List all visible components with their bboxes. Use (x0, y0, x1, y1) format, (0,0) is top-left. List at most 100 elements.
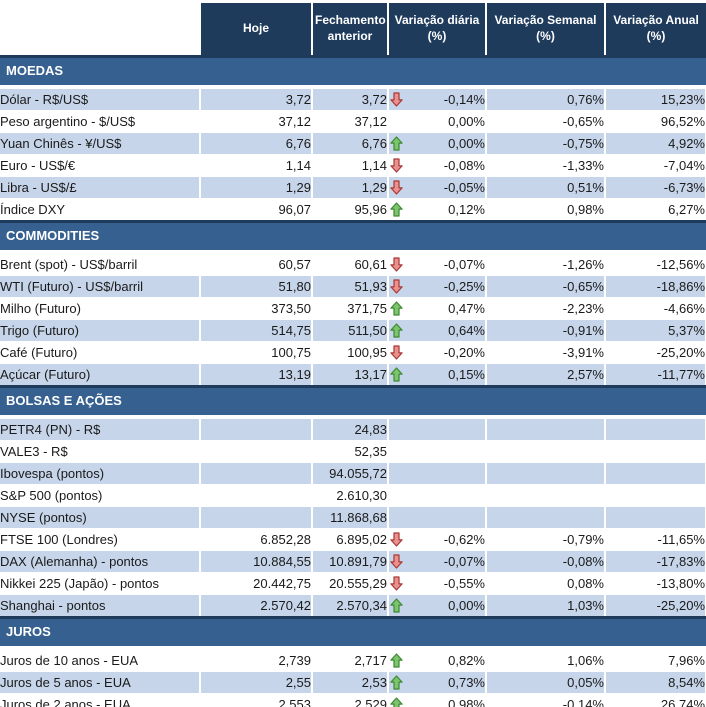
cell-fechamento-anterior: 6.895,02 (312, 528, 389, 551)
cell-variacao-semanal: -0,65% (486, 110, 606, 133)
cell-fechamento-anterior: 100,95 (312, 341, 389, 364)
cell-fechamento-anterior: 1,14 (312, 154, 389, 177)
cell-hoje: 1,29 (200, 176, 313, 199)
up-arrow-icon (390, 136, 403, 154)
cell-fechamento-anterior: 94.055,72 (312, 462, 389, 485)
cell-hoje: 514,75 (200, 319, 313, 342)
row-label: Shanghai - pontos (0, 594, 201, 618)
cell-variacao-diaria: 0,00% (388, 110, 487, 133)
down-arrow-icon (390, 554, 403, 572)
cell-variacao-diaria (388, 462, 487, 485)
cell-variacao-diaria: 0,98% (388, 693, 487, 707)
down-arrow-icon (390, 180, 403, 198)
cell-variacao-anual: 96,52% (605, 110, 706, 133)
table-row: Juros de 5 anos - EUA 2,55 2,53 0,73% 0,05% 8… (0, 671, 706, 694)
row-label: Nikkei 225 (Japão) - pontos (0, 572, 201, 595)
row-label: Brent (spot) - US$/barril (0, 252, 201, 276)
variacao-diaria-value: -0,62% (443, 532, 485, 547)
cell-variacao-anual: -25,20% (605, 341, 706, 364)
variacao-diaria-value: 0,00% (448, 136, 485, 151)
table-row: Nikkei 225 (Japão) - pontos 20.442,75 20.5… (0, 572, 706, 595)
up-arrow-icon (390, 675, 403, 693)
down-arrow-icon (390, 158, 403, 176)
section-row: COMMODITIES (0, 220, 706, 254)
cell-hoje: 6.852,28 (200, 528, 313, 551)
variacao-diaria-value: 0,12% (448, 202, 485, 217)
table-row: Dólar - R$/US$ 3,72 3,72 -0,14% 0,76% 15,23% (0, 87, 706, 111)
variacao-diaria-value: -0,14% (443, 92, 485, 107)
cell-fechamento-anterior: 2,53 (312, 671, 389, 694)
row-label: Trigo (Futuro) (0, 319, 201, 342)
column-header-blank (0, 3, 200, 57)
cell-variacao-diaria: -0,08% (388, 154, 487, 177)
cell-variacao-semanal: 0,05% (486, 671, 606, 694)
table-header: Hoje Fechamento anterior Variação diária… (0, 3, 706, 58)
variacao-diaria-value: -0,05% (443, 180, 485, 195)
up-arrow-icon (390, 323, 403, 341)
cell-variacao-anual (605, 440, 706, 463)
row-label: NYSE (pontos) (0, 506, 201, 529)
table-body: MOEDAS Dólar - R$/US$ 3,72 3,72 -0,14% 0,76% 1… (0, 55, 706, 707)
section-header: COMMODITIES (0, 220, 706, 254)
row-label: Ibovespa (pontos) (0, 462, 201, 485)
cell-hoje: 1,14 (200, 154, 313, 177)
cell-hoje: 13,19 (200, 363, 313, 387)
table-row: DAX (Alemanha) - pontos 10.884,55 10.891,7… (0, 550, 706, 573)
cell-variacao-diaria: -0,07% (388, 252, 487, 276)
variacao-diaria-value: 0,00% (448, 114, 485, 129)
row-label: Café (Futuro) (0, 341, 201, 364)
row-label: FTSE 100 (Londres) (0, 528, 201, 551)
cell-hoje: 2,739 (200, 648, 313, 672)
cell-hoje: 20.442,75 (200, 572, 313, 595)
variacao-diaria-value: 0,47% (448, 301, 485, 316)
cell-variacao-diaria: 0,00% (388, 132, 487, 155)
cell-variacao-anual: -4,66% (605, 297, 706, 320)
cell-hoje (200, 462, 313, 485)
cell-fechamento-anterior: 60,61 (312, 252, 389, 276)
cell-hoje: 2,553 (200, 693, 313, 707)
column-header-variacao-semanal: Variação Semanal (%) (485, 3, 605, 58)
cell-variacao-semanal (486, 484, 606, 507)
table-row: Brent (spot) - US$/barril 60,57 60,61 -0,07… (0, 252, 706, 276)
cell-variacao-anual: 6,27% (605, 198, 706, 222)
table-row: FTSE 100 (Londres) 6.852,28 6.895,02 -0,62%… (0, 528, 706, 551)
table-row: Juros de 2 anos - EUA 2,553 2,529 0,98% -0,1… (0, 693, 706, 707)
cell-fechamento-anterior: 20.555,29 (312, 572, 389, 595)
section-header: MOEDAS (0, 55, 706, 89)
cell-variacao-anual: -11,65% (605, 528, 706, 551)
cell-hoje: 51,80 (200, 275, 313, 298)
variacao-diaria-value: 0,73% (448, 675, 485, 690)
market-data-table: Hoje Fechamento anterior Variação diária… (0, 3, 706, 707)
cell-variacao-diaria: -0,05% (388, 176, 487, 199)
cell-variacao-semanal: -2,23% (486, 297, 606, 320)
cell-variacao-semanal: -3,91% (486, 341, 606, 364)
cell-fechamento-anterior: 13,17 (312, 363, 389, 387)
cell-variacao-semanal: -0,91% (486, 319, 606, 342)
section-header: JUROS (0, 616, 706, 650)
cell-variacao-semanal: -0,75% (486, 132, 606, 155)
cell-variacao-diaria: 0,15% (388, 363, 487, 387)
cell-hoje: 10.884,55 (200, 550, 313, 573)
cell-variacao-anual: 8,54% (605, 671, 706, 694)
cell-variacao-anual (605, 484, 706, 507)
cell-hoje: 373,50 (200, 297, 313, 320)
cell-variacao-semanal (486, 462, 606, 485)
cell-variacao-semanal: -0,79% (486, 528, 606, 551)
cell-variacao-semanal: -0,08% (486, 550, 606, 573)
section-row: JUROS (0, 616, 706, 650)
column-header-fechamento-anterior: Fechamento anterior (311, 3, 388, 58)
cell-variacao-anual: -13,80% (605, 572, 706, 595)
cell-variacao-diaria (388, 484, 487, 507)
column-header-variacao-diaria: Variação diária (%) (387, 3, 486, 58)
table-row: Libra - US$/£ 1,29 1,29 -0,05% 0,51% -6,73% (0, 176, 706, 199)
table-row: Açúcar (Futuro) 13,19 13,17 0,15% 2,57% -11,7… (0, 363, 706, 387)
table-row: Yuan Chinês - ¥/US$ 6,76 6,76 0,00% -0,75% 4,… (0, 132, 706, 155)
table-row: Trigo (Futuro) 514,75 511,50 0,64% -0,91% 5,3… (0, 319, 706, 342)
cell-variacao-diaria: 0,00% (388, 594, 487, 618)
variacao-diaria-value: -0,20% (443, 345, 485, 360)
cell-variacao-semanal: 1,06% (486, 648, 606, 672)
cell-variacao-diaria: 0,64% (388, 319, 487, 342)
up-arrow-icon (390, 697, 403, 707)
cell-variacao-semanal: 0,98% (486, 198, 606, 222)
